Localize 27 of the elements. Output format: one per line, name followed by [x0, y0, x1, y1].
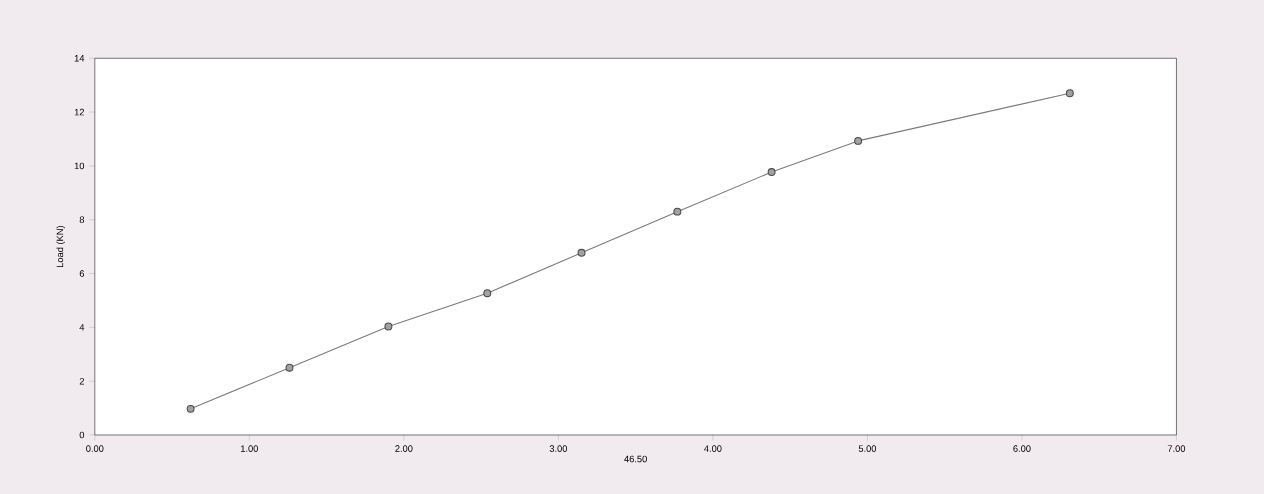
x-tick-label: 1.00 [241, 445, 259, 452]
y-tick-label: 12 [74, 108, 84, 116]
point [186, 404, 195, 413]
x-tick-label: 7.00 [1167, 445, 1186, 452]
x-axis-title: 46.50 [624, 455, 647, 463]
point [854, 136, 863, 145]
y-tick-label: 2 [79, 377, 84, 385]
x-tick-label: 2.00 [395, 445, 413, 452]
point [1065, 89, 1074, 98]
y-tick-label: 0 [79, 431, 85, 439]
x-tick-label: 5.00 [858, 445, 877, 452]
y-tick-label: 6 [79, 270, 85, 277]
point [384, 322, 393, 331]
y-tick-label: 8 [79, 216, 85, 223]
point [285, 363, 294, 372]
x-tick-label: 0.00 [86, 445, 104, 452]
y-tick-label: 10 [74, 162, 85, 169]
point [577, 248, 586, 257]
x-tick-label: 3.00 [549, 445, 568, 452]
y-tick-label: 14 [74, 54, 85, 62]
point [483, 288, 492, 297]
x-tick-label: 4.00 [704, 445, 722, 452]
x-tick-label: 6.00 [1013, 445, 1031, 452]
point [767, 167, 776, 176]
y-tick-label: 4 [79, 323, 85, 331]
point [673, 207, 682, 216]
y-axis-title: Load (KN) [56, 225, 66, 267]
